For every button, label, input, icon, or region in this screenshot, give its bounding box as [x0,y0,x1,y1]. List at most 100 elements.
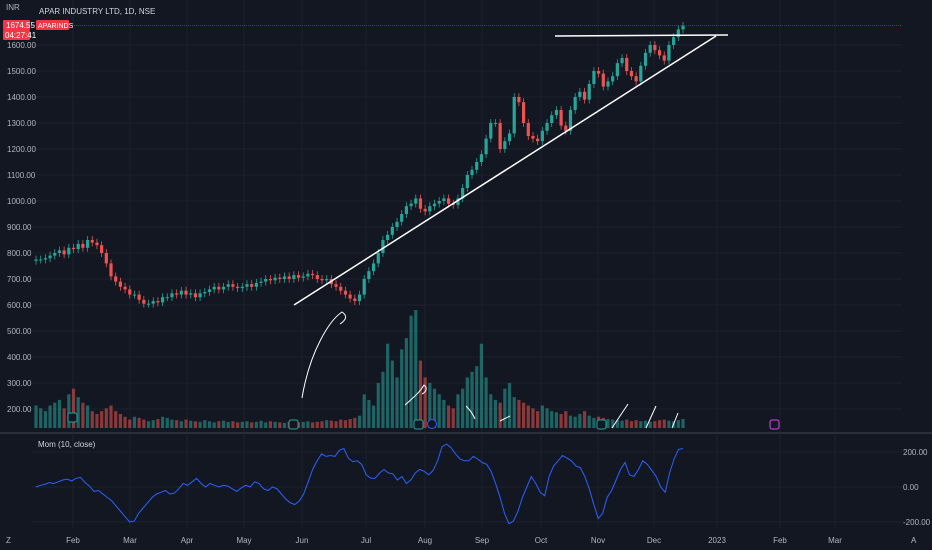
volume-bar [254,421,258,428]
volume-tick-annotation [499,415,511,422]
candle-body [662,55,666,61]
candle-body [489,123,493,139]
volume-bar [681,419,685,428]
candle-body [39,259,43,261]
candle-body [568,110,573,131]
dividend-marker [427,419,437,429]
volume-bar [587,415,591,428]
candle-body [264,279,268,282]
price-tick-label: 1200.00 [7,145,36,154]
volume-bar [325,420,329,428]
candle-body [43,258,47,260]
volume-bar [461,388,465,428]
volume-bar [296,422,301,428]
volume-bar [625,419,629,428]
volume-bar [151,420,155,428]
volume-bar [512,397,516,428]
candle-body [343,290,348,295]
volume-bar [250,422,254,428]
momentum-tick-label: 200.00 [903,448,928,457]
volume-bar [184,419,188,428]
candle-body [681,25,685,30]
candle-body [296,275,301,278]
volume-bar [236,422,240,428]
candle-body [479,154,483,162]
volume-bar [676,420,680,428]
volume-bar [489,394,493,428]
candle-body [142,299,146,304]
candle-body [203,292,207,294]
price-tick-label: 400.00 [7,353,32,362]
price-tick-label: 200.00 [7,405,32,414]
candle-body [573,97,577,110]
volume-bar [90,411,94,428]
auto-scale-button[interactable]: A [911,536,917,545]
volume-bar [273,421,277,428]
candle-body [306,273,310,277]
volume-bar [231,421,235,428]
zoom-button[interactable]: Z [6,536,11,545]
candle-body [601,73,605,87]
volume-bar [339,419,343,428]
volume-bar [57,399,62,428]
candle-body [517,97,521,103]
volume-bar [118,413,122,428]
candle-body [53,253,57,256]
volume-bar [564,411,568,428]
candle-body [217,286,221,290]
candle-body [245,284,249,287]
time-tick-label: Mar [828,536,842,545]
volume-bar [634,420,638,428]
candle-body [339,286,343,291]
countdown-text: 04:27:41 [5,31,37,40]
candle-body [653,45,657,51]
candle-body [587,84,591,100]
candle-body [292,275,296,279]
momentum-tick-label: -200.00 [903,518,931,527]
candle-body [672,37,676,45]
candle-body [540,130,544,142]
volume-bar [536,411,540,428]
price-tick-label: 1000.00 [7,197,36,206]
candle-body [189,293,193,295]
price-axis[interactable]: 1600.00 1500.00 1400.00 1300.00 1200.00 1100.… [7,41,36,414]
volume-bar [465,377,469,428]
candle-body [446,198,451,204]
candle-body [639,65,643,82]
candle-body [212,286,216,290]
candle-body [301,276,305,278]
volume-bar [442,399,446,428]
candle-body [404,206,408,214]
candle-body [634,76,638,82]
grid [32,0,902,528]
candle-body [85,240,90,248]
candle-body [390,227,394,235]
volume-bar [203,420,207,428]
candle-body [400,214,404,222]
time-tick-label: Nov [591,536,605,545]
volume-bar [226,421,230,428]
candle-body [48,255,52,259]
ticker-badge [36,20,69,30]
volume-bar [137,417,141,428]
volume-bar [386,343,390,428]
candle-body [236,286,240,289]
volume-bar [189,420,193,428]
candle-body [428,206,432,212]
candle-body [493,123,498,124]
candle-body [498,123,502,149]
candle-body [273,277,277,281]
candle-body [629,71,634,77]
candle-body [109,263,113,277]
volume-bar [221,420,226,428]
candle-body [648,45,652,53]
symbol-title[interactable]: APAR INDUSTRY LTD, 1D, NSE [39,7,155,16]
earnings-marker [596,419,607,430]
momentum-title[interactable]: Mom (10, close) [38,440,96,449]
volume-bar [545,408,549,428]
volume-bar [48,405,52,428]
volume-bar [311,422,315,428]
volume-bar [100,411,104,428]
time-axis[interactable]: Feb Mar Apr May Jun Jul Aug Sep Oct Nov Dec 2023 Feb… [66,536,842,545]
